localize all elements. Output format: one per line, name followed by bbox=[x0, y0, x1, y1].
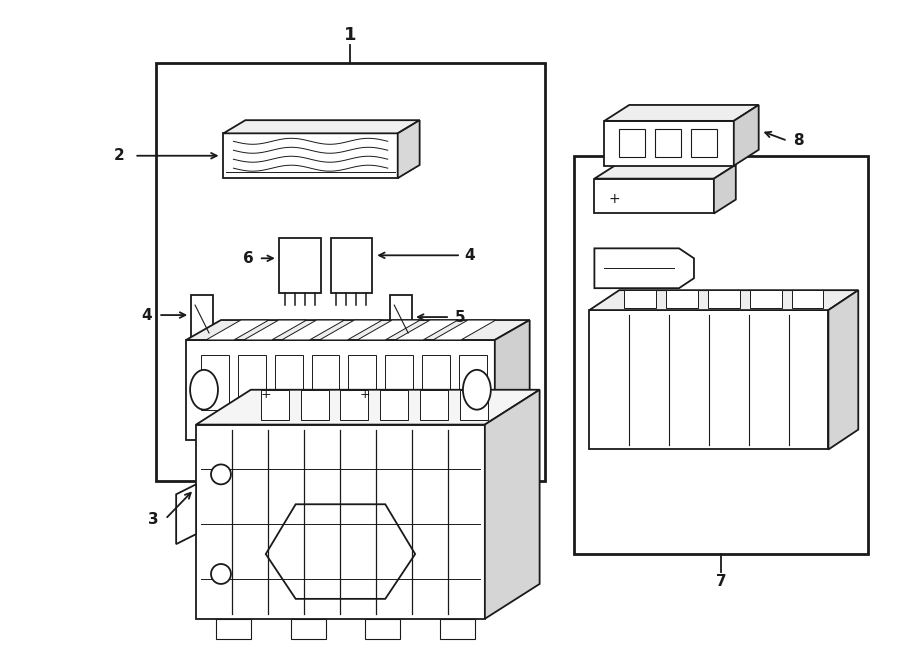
Text: +: + bbox=[260, 388, 271, 401]
Bar bbox=[459, 355, 487, 410]
Polygon shape bbox=[708, 290, 740, 308]
Polygon shape bbox=[223, 134, 398, 178]
Polygon shape bbox=[357, 320, 420, 340]
Bar bbox=[330, 239, 373, 293]
Polygon shape bbox=[282, 320, 345, 340]
Polygon shape bbox=[340, 390, 368, 420]
Bar bbox=[216, 440, 236, 455]
Polygon shape bbox=[223, 120, 419, 134]
Bar bbox=[274, 355, 302, 410]
Polygon shape bbox=[176, 485, 196, 544]
Polygon shape bbox=[186, 340, 495, 440]
Text: 8: 8 bbox=[793, 134, 804, 148]
Polygon shape bbox=[625, 290, 656, 308]
Bar bbox=[574, 156, 868, 554]
Bar bbox=[191, 295, 213, 343]
Polygon shape bbox=[460, 390, 488, 420]
Circle shape bbox=[211, 564, 231, 584]
Polygon shape bbox=[261, 390, 289, 420]
Polygon shape bbox=[433, 320, 496, 340]
Text: +: + bbox=[608, 192, 620, 206]
Circle shape bbox=[211, 465, 231, 485]
Bar bbox=[311, 355, 339, 410]
Polygon shape bbox=[666, 290, 698, 308]
Polygon shape bbox=[244, 320, 307, 340]
Text: 5: 5 bbox=[454, 309, 465, 325]
Bar bbox=[336, 440, 356, 455]
Text: 1: 1 bbox=[344, 26, 356, 44]
Bar bbox=[275, 440, 296, 455]
Bar bbox=[201, 355, 229, 410]
Polygon shape bbox=[604, 105, 759, 121]
Bar bbox=[440, 619, 475, 639]
Polygon shape bbox=[381, 390, 409, 420]
Bar bbox=[655, 129, 681, 157]
Bar bbox=[691, 129, 717, 157]
Polygon shape bbox=[604, 121, 734, 166]
Ellipse shape bbox=[190, 370, 218, 410]
Polygon shape bbox=[186, 320, 530, 340]
Polygon shape bbox=[420, 390, 448, 420]
Polygon shape bbox=[266, 504, 415, 599]
Text: 3: 3 bbox=[148, 512, 158, 527]
Bar bbox=[385, 355, 413, 410]
Polygon shape bbox=[301, 390, 328, 420]
Polygon shape bbox=[485, 390, 540, 619]
Polygon shape bbox=[792, 290, 824, 308]
Polygon shape bbox=[398, 120, 419, 178]
Text: 4: 4 bbox=[464, 248, 475, 263]
Bar bbox=[279, 239, 320, 293]
Bar bbox=[422, 355, 450, 410]
Text: +: + bbox=[360, 388, 371, 401]
Bar bbox=[216, 619, 251, 639]
Ellipse shape bbox=[463, 370, 491, 410]
Polygon shape bbox=[714, 165, 736, 214]
Polygon shape bbox=[590, 290, 859, 310]
Text: 6: 6 bbox=[244, 251, 254, 266]
Bar bbox=[391, 295, 412, 343]
Polygon shape bbox=[734, 105, 759, 166]
Polygon shape bbox=[594, 178, 714, 214]
Text: 4: 4 bbox=[141, 307, 151, 323]
Polygon shape bbox=[206, 320, 269, 340]
Polygon shape bbox=[590, 310, 828, 449]
Polygon shape bbox=[594, 165, 736, 178]
Polygon shape bbox=[320, 320, 382, 340]
Bar bbox=[455, 440, 475, 455]
Text: 2: 2 bbox=[114, 148, 125, 163]
Polygon shape bbox=[750, 290, 781, 308]
Bar bbox=[395, 440, 415, 455]
Bar bbox=[291, 619, 326, 639]
Polygon shape bbox=[395, 320, 458, 340]
Polygon shape bbox=[828, 290, 859, 449]
Bar bbox=[365, 619, 400, 639]
Bar bbox=[348, 355, 376, 410]
Polygon shape bbox=[495, 320, 530, 440]
Polygon shape bbox=[594, 249, 694, 288]
Polygon shape bbox=[196, 424, 485, 619]
Text: 7: 7 bbox=[716, 574, 726, 590]
Bar bbox=[238, 355, 266, 410]
Bar bbox=[619, 129, 645, 157]
Bar bbox=[157, 63, 544, 481]
Polygon shape bbox=[196, 390, 540, 424]
